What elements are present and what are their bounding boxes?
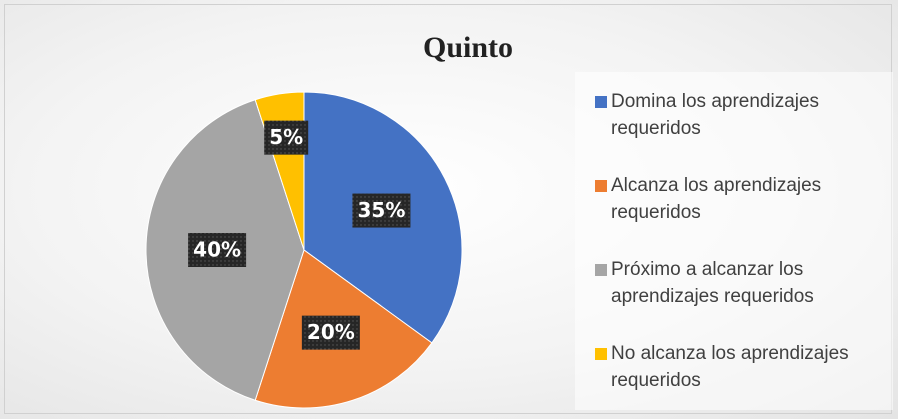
data-label: 20% [307, 320, 355, 344]
legend-swatch [595, 264, 607, 276]
legend-item: Domina los aprendizajes requeridos [595, 88, 898, 142]
legend-item: Alcanza los aprendizajes requeridos [595, 172, 898, 226]
legend-swatch [595, 96, 607, 108]
legend-swatch [595, 348, 607, 360]
legend: Domina los aprendizajes requeridos Alcanz… [575, 72, 893, 410]
legend-label: Alcanza los aprendizajes requeridos [611, 175, 822, 223]
legend-swatch [595, 180, 607, 192]
data-label-box [188, 233, 247, 267]
data-label-box [352, 193, 411, 228]
data-label-box [264, 120, 309, 155]
legend-item: No alcanza los aprendizajes requeridos [595, 340, 898, 394]
legend-item: Próximo a alcanzar los aprendizajes requ… [595, 256, 898, 310]
data-label-box [301, 315, 360, 350]
chart-title: Quinto [423, 31, 513, 64]
legend-label: Domina los aprendizajes requeridos [611, 91, 820, 139]
data-label: 35% [357, 198, 405, 222]
legend-label: No alcanza los aprendizajes requeridos [611, 343, 849, 391]
legend-label: Próximo a alcanzar los aprendizajes requ… [611, 259, 814, 307]
data-label: 40% [193, 238, 241, 262]
data-label: 5% [269, 125, 303, 149]
